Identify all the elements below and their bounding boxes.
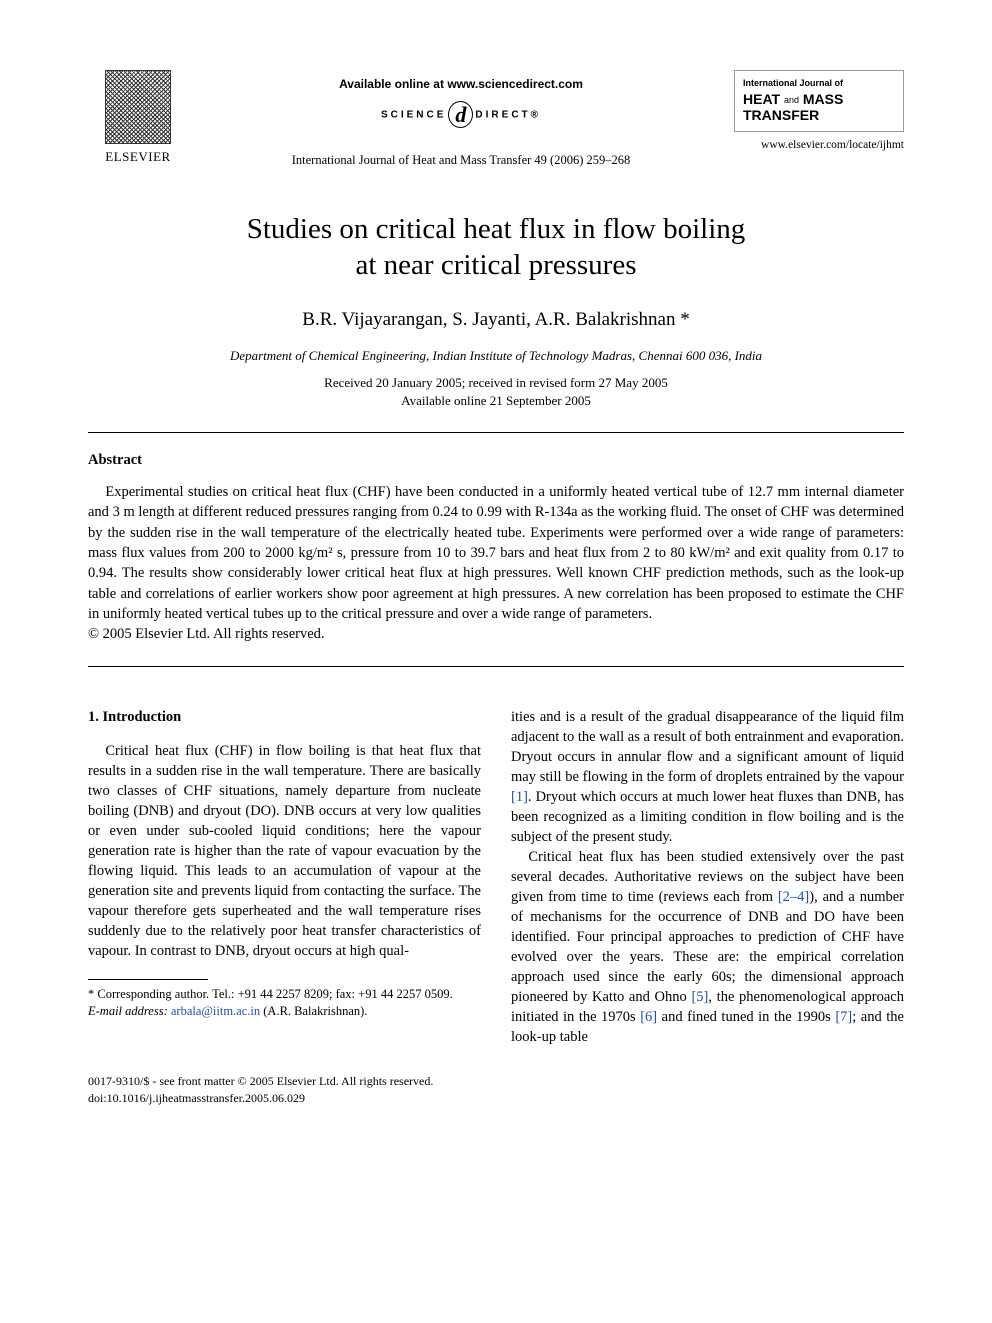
cite-2-4[interactable]: [2–4] [778, 889, 809, 905]
p1b: . Dryout which occurs at much lower heat… [511, 789, 904, 845]
rule-bottom [88, 666, 904, 667]
intro-para-1: Critical heat flux (CHF) in flow boiling… [88, 741, 481, 961]
paper-title: Studies on critical heat flux in flow bo… [88, 211, 904, 284]
section-1-heading: 1. Introduction [88, 707, 481, 727]
email-tail: (A.R. Balakrishnan). [263, 1004, 367, 1018]
title-line-1: Studies on critical heat flux in flow bo… [247, 213, 746, 245]
p2d: and fined tuned in the 1990s [657, 1009, 835, 1025]
badge-mass: MASS [803, 91, 843, 107]
badge-transfer: TRANSFER [743, 107, 819, 123]
title-line-2: at near critical pressures [356, 249, 637, 281]
affiliation: Department of Chemical Engineering, Indi… [88, 347, 904, 365]
authors: B.R. Vijayarangan, S. Jayanti, A.R. Bala… [88, 307, 904, 333]
intro-para-2: Critical heat flux has been studied exte… [511, 847, 904, 1047]
badge-subtitle: International Journal of [743, 77, 895, 89]
scidirect-prefix: SCIENCE [381, 110, 446, 121]
abstract-copyright: © 2005 Elsevier Ltd. All rights reserved… [88, 626, 325, 642]
cite-7[interactable]: [7] [835, 1009, 852, 1025]
elsevier-tree-icon [105, 70, 171, 144]
scidirect-suffix: DIRECT® [475, 110, 541, 121]
pub-dates: Received 20 January 2005; received in re… [88, 374, 904, 409]
journal-citation: International Journal of Heat and Mass T… [188, 152, 734, 169]
publisher-name: ELSEVIER [88, 148, 188, 166]
body-columns: 1. Introduction Critical heat flux (CHF)… [88, 707, 904, 1047]
journal-badge: International Journal of HEAT and MASS T… [734, 70, 904, 132]
footer-front-matter: 0017-9310/$ - see front matter © 2005 El… [88, 1073, 904, 1089]
journal-url[interactable]: www.elsevier.com/locate/ijhmt [734, 138, 904, 154]
intro-para-1-cont: ities and is a result of the gradual dis… [511, 707, 904, 847]
paper-header: ELSEVIER Available online at www.science… [88, 70, 904, 169]
cite-1[interactable]: [1] [511, 789, 528, 805]
abstract-heading: Abstract [88, 451, 904, 471]
available-online: Available online at www.sciencedirect.co… [188, 76, 734, 92]
footnote-block: * Corresponding author. Tel.: +91 44 225… [88, 986, 481, 1020]
rule-top [88, 432, 904, 433]
email-line: E-mail address: arbala@iitm.ac.in (A.R. … [88, 1003, 481, 1020]
dates-online: Available online 21 September 2005 [401, 393, 591, 408]
journal-badge-block: International Journal of HEAT and MASS T… [734, 70, 904, 154]
cite-6[interactable]: [6] [640, 1009, 657, 1025]
publisher-block: ELSEVIER [88, 70, 188, 166]
column-left: 1. Introduction Critical heat flux (CHF)… [88, 707, 481, 1047]
author-email[interactable]: arbala@iitm.ac.in [171, 1004, 260, 1018]
header-center: Available online at www.sciencedirect.co… [188, 70, 734, 169]
abstract-body: Experimental studies on critical heat fl… [88, 482, 904, 644]
corresponding-author: * Corresponding author. Tel.: +91 44 225… [88, 986, 481, 1003]
dates-received: Received 20 January 2005; received in re… [324, 375, 668, 390]
page-footer: 0017-9310/$ - see front matter © 2005 El… [88, 1073, 904, 1105]
badge-heat: HEAT [743, 91, 780, 107]
footer-doi: doi:10.1016/j.ijheatmasstransfer.2005.06… [88, 1090, 904, 1106]
sciencedirect-logo: SCIENCEdDIRECT® [188, 100, 734, 130]
badge-and: and [784, 95, 799, 105]
p1a: ities and is a result of the gradual dis… [511, 709, 904, 785]
scidirect-d-icon: d [448, 101, 473, 128]
column-right: ities and is a result of the gradual dis… [511, 707, 904, 1047]
badge-title: HEAT and MASS TRANSFER [743, 91, 895, 123]
cite-5[interactable]: [5] [691, 989, 708, 1005]
abstract-text: Experimental studies on critical heat fl… [88, 484, 904, 622]
footnote-separator [88, 979, 208, 980]
email-label: E-mail address: [88, 1004, 168, 1018]
